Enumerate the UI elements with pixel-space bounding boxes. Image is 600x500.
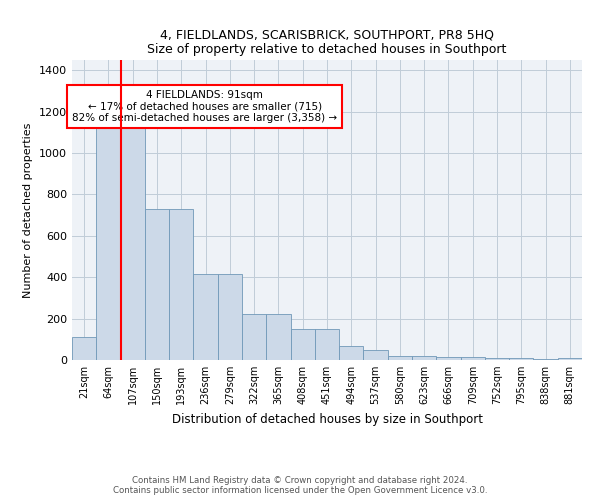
Text: Contains HM Land Registry data © Crown copyright and database right 2024.
Contai: Contains HM Land Registry data © Crown c… [113,476,487,495]
Bar [339,346,364,360]
Bar [242,314,266,360]
Bar [218,274,242,360]
Bar [436,357,461,360]
X-axis label: Distribution of detached houses by size in Southport: Distribution of detached houses by size … [172,412,482,426]
Bar [412,356,436,360]
Bar [388,356,412,360]
Bar [121,120,145,360]
Bar [485,358,509,360]
Bar [72,337,96,360]
Y-axis label: Number of detached properties: Number of detached properties [23,122,34,298]
Bar [364,350,388,360]
Bar [509,358,533,360]
Bar [558,358,582,360]
Title: 4, FIELDLANDS, SCARISBRICK, SOUTHPORT, PR8 5HQ
Size of property relative to deta: 4, FIELDLANDS, SCARISBRICK, SOUTHPORT, P… [148,28,506,56]
Bar [145,209,169,360]
Bar [461,357,485,360]
Bar [290,329,315,360]
Bar [96,122,121,360]
Bar [169,209,193,360]
Bar [533,359,558,360]
Bar [315,329,339,360]
Text: 4 FIELDLANDS: 91sqm
← 17% of detached houses are smaller (715)
82% of semi-detac: 4 FIELDLANDS: 91sqm ← 17% of detached ho… [72,90,337,123]
Bar [266,314,290,360]
Bar [193,274,218,360]
